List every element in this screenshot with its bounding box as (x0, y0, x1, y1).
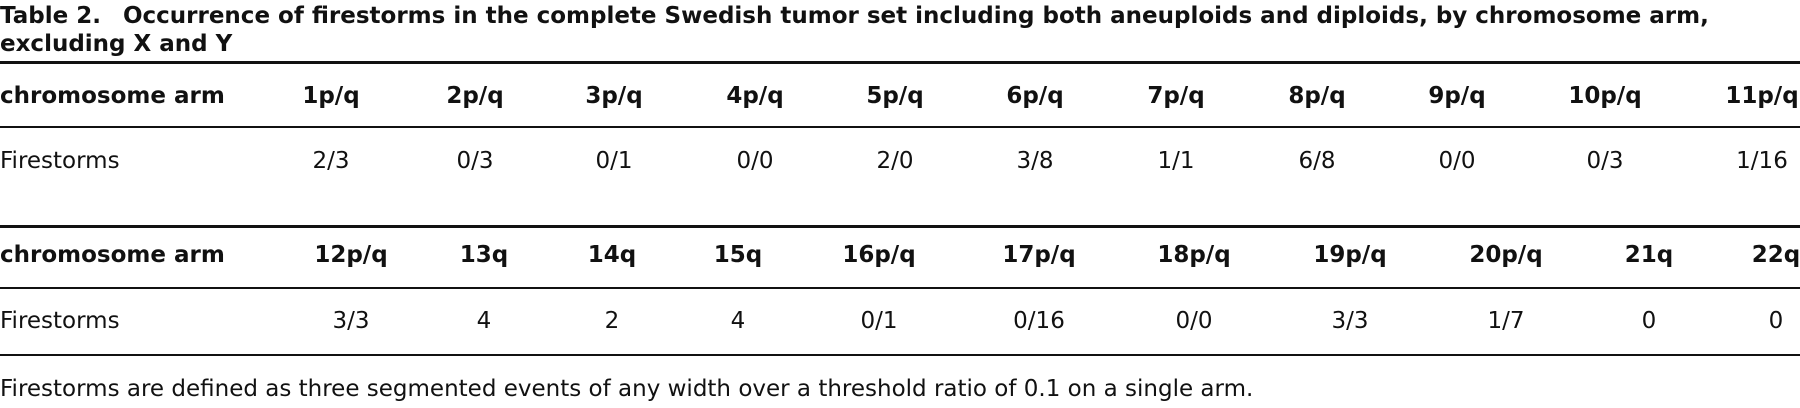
table-cell: 1/1 (1157, 148, 1195, 174)
table-cell: 0 (1641, 308, 1657, 334)
rule (0, 287, 1800, 289)
table-cell: 0/1 (860, 308, 898, 334)
caption-text: Occurrence of firestorms in the complete… (0, 3, 1709, 57)
header-cell: 10p/q (1568, 83, 1642, 109)
rule (0, 354, 1800, 356)
table-cell: 0/16 (1013, 308, 1065, 334)
header-cell: 9p/q (1428, 83, 1486, 109)
thick-rule (0, 61, 1800, 64)
header-cell: 3p/q (585, 83, 643, 109)
table-cell: Firestorms (0, 148, 120, 174)
header-cell: 5p/q (866, 83, 924, 109)
table-cell: 0/3 (456, 148, 494, 174)
table-cell: 4 (730, 308, 746, 334)
rule (0, 126, 1800, 128)
header-cell: 15q (713, 242, 763, 268)
table-cell: 0 (1768, 308, 1784, 334)
header-cell: 16p/q (842, 242, 916, 268)
header-cell: 8p/q (1288, 83, 1346, 109)
header-cell: 1p/q (302, 83, 360, 109)
table-cell: 2/3 (312, 148, 350, 174)
table-cell: 0/0 (1438, 148, 1476, 174)
footnote: Firestorms are defined as three segmente… (0, 376, 1254, 402)
table-cell: 3/3 (1331, 308, 1369, 334)
table-cell: 3/3 (332, 308, 370, 334)
table-caption: Table 2. Occurrence of firestorms in the … (0, 2, 1790, 58)
table-cell: 0/3 (1586, 148, 1624, 174)
table-cell: 0/0 (1175, 308, 1213, 334)
table-cell: 1/7 (1487, 308, 1525, 334)
header-cell: 12p/q (314, 242, 388, 268)
header-cell: 13q (459, 242, 509, 268)
header-cell: 21q (1624, 242, 1674, 268)
header-cell: 6p/q (1006, 83, 1064, 109)
header-cell: 14q (587, 242, 637, 268)
header-cell: chromosome arm (0, 83, 225, 109)
table-cell: 6/8 (1298, 148, 1336, 174)
header-cell: 19p/q (1313, 242, 1387, 268)
header-cell: 20p/q (1469, 242, 1543, 268)
header-cell: 7p/q (1147, 83, 1205, 109)
header-cell: 17p/q (1002, 242, 1076, 268)
header-cell: 18p/q (1157, 242, 1231, 268)
table-cell: 2 (604, 308, 620, 334)
header-cell: 4p/q (726, 83, 784, 109)
table-cell: 2/0 (876, 148, 914, 174)
table-cell: 0/1 (595, 148, 633, 174)
header-cell: 2p/q (446, 83, 504, 109)
table-cell: 3/8 (1016, 148, 1054, 174)
table-cell: 4 (476, 308, 492, 334)
table-cell: 0/0 (736, 148, 774, 174)
header-cell: chromosome arm (0, 242, 225, 268)
table-cell: 1/16 (1736, 148, 1788, 174)
thick-rule (0, 225, 1800, 228)
caption-label: Table 2. (0, 3, 101, 29)
header-cell: 11p/q (1725, 83, 1799, 109)
table-cell: Firestorms (0, 308, 120, 334)
header-cell: 22q (1751, 242, 1800, 268)
